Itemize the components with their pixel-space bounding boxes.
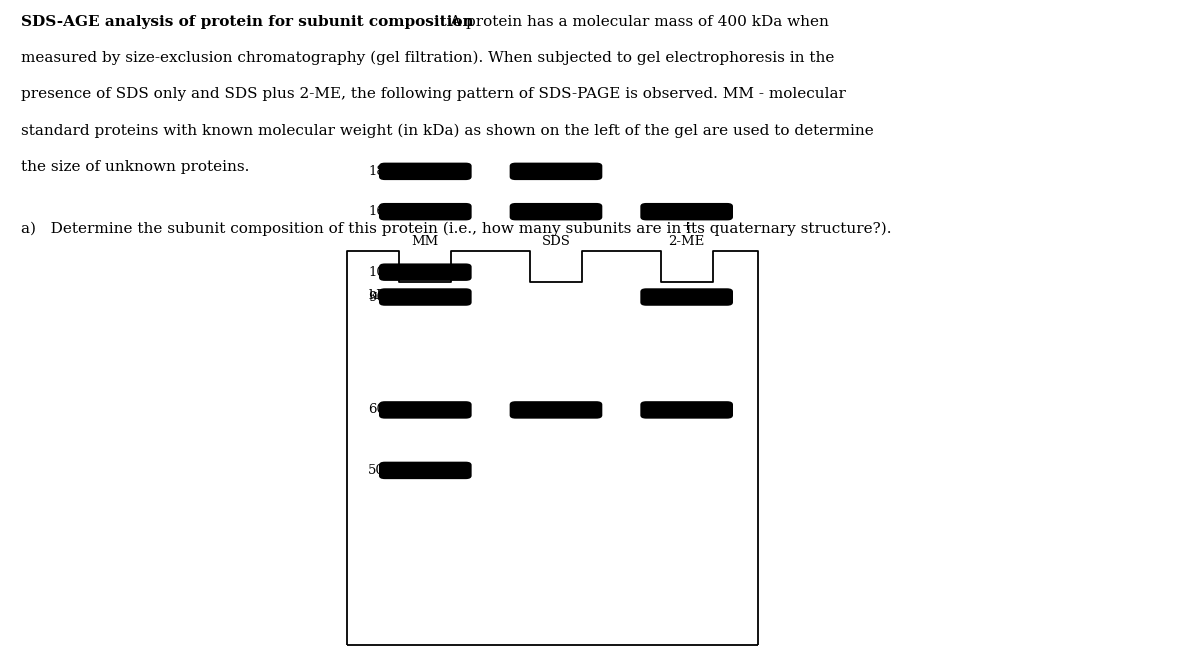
Text: 60-: 60- xyxy=(368,403,390,417)
Text: SDS
+
2-ME: SDS + 2-ME xyxy=(669,206,704,248)
FancyBboxPatch shape xyxy=(510,203,602,220)
Text: measured by size-exclusion chromatography (gel filtration). When subjected to ge: measured by size-exclusion chromatograph… xyxy=(21,51,835,65)
Text: 100-: 100- xyxy=(368,265,398,279)
Text: a)   Determine the subunit composition of this protein (i.e., how many subunits : a) Determine the subunit composition of … xyxy=(21,222,892,236)
Text: 50-: 50- xyxy=(368,464,390,477)
FancyBboxPatch shape xyxy=(379,288,472,306)
Text: presence of SDS only and SDS plus 2-ME, the following pattern of SDS-PAGE is obs: presence of SDS only and SDS plus 2-ME, … xyxy=(21,87,846,101)
Text: SDS-AGE analysis of protein for subunit composition: SDS-AGE analysis of protein for subunit … xyxy=(21,15,474,29)
Text: the size of unknown proteins.: the size of unknown proteins. xyxy=(21,160,249,174)
FancyBboxPatch shape xyxy=(510,163,602,180)
Text: SDS: SDS xyxy=(542,235,570,248)
Text: standard proteins with known molecular weight (in kDa) as shown on the left of t: standard proteins with known molecular w… xyxy=(21,124,874,138)
Text: : A protein has a molecular mass of 400 kDa when: : A protein has a molecular mass of 400 … xyxy=(440,15,828,29)
Text: kDa: kDa xyxy=(368,289,396,302)
FancyBboxPatch shape xyxy=(379,401,472,419)
FancyBboxPatch shape xyxy=(379,263,472,281)
FancyBboxPatch shape xyxy=(640,203,733,220)
Text: 160-: 160- xyxy=(368,205,398,218)
FancyBboxPatch shape xyxy=(640,401,733,419)
FancyBboxPatch shape xyxy=(379,462,472,479)
FancyBboxPatch shape xyxy=(510,401,602,419)
Text: 90-: 90- xyxy=(368,290,390,304)
FancyBboxPatch shape xyxy=(640,288,733,306)
Text: 180-: 180- xyxy=(368,165,398,178)
FancyBboxPatch shape xyxy=(379,203,472,220)
FancyBboxPatch shape xyxy=(379,163,472,180)
Text: MM: MM xyxy=(412,235,438,248)
